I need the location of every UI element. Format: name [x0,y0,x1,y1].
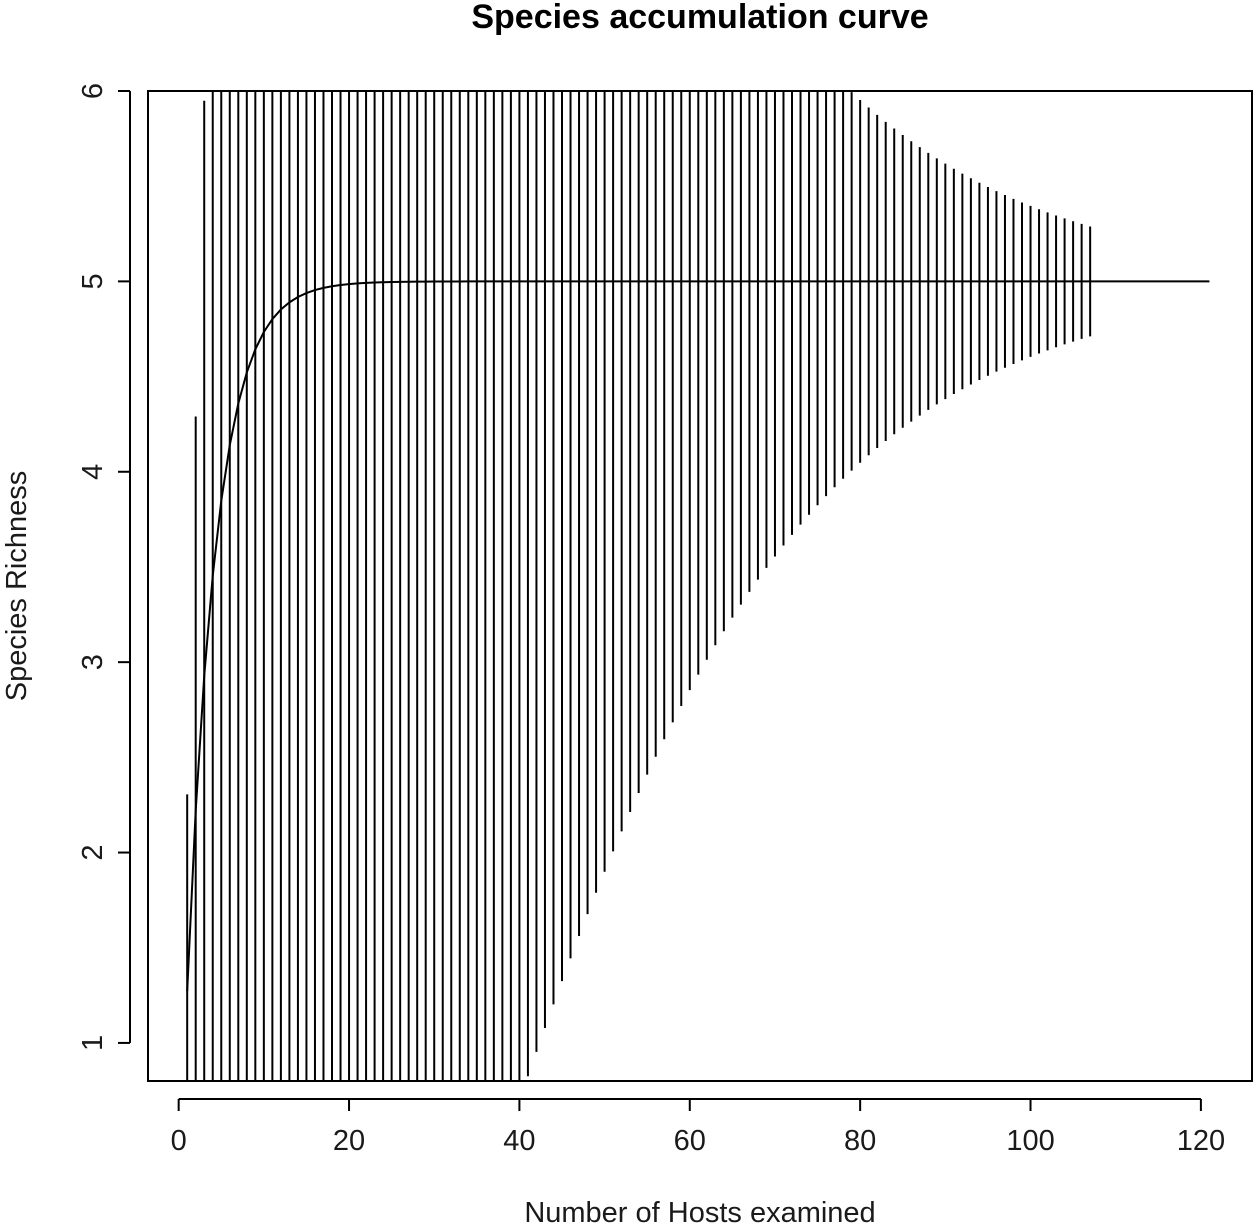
x-tick-label: 40 [503,1125,535,1157]
x-axis-label: Number of Hosts examined [524,1197,875,1229]
error-bars-group [186,91,1092,1081]
plot-area-frame [147,90,1253,1082]
x-tick-label: 80 [844,1125,876,1157]
y-tick-label: 5 [77,273,109,289]
y-tick-label: 4 [77,464,109,480]
x-tick-label: 60 [674,1125,706,1157]
x-tick-label: 20 [333,1125,365,1157]
mean-curve-line [186,280,1210,992]
y-tick-label: 3 [77,654,109,670]
y-axis-label: Species Richness [1,471,33,702]
x-tick-label: 120 [1177,1125,1225,1157]
y-tick-label: 1 [77,1035,109,1051]
y-tick-label: 2 [77,844,109,860]
x-axis: 0 20 40 60 80 100 120 [171,1098,1225,1157]
chart-title: Species accumulation curve [471,0,928,36]
y-tick-label: 6 [77,83,109,99]
y-axis: 1 2 3 4 5 6 [77,83,131,1051]
x-tick-label: 0 [171,1125,187,1157]
x-tick-label: 100 [1006,1125,1054,1157]
